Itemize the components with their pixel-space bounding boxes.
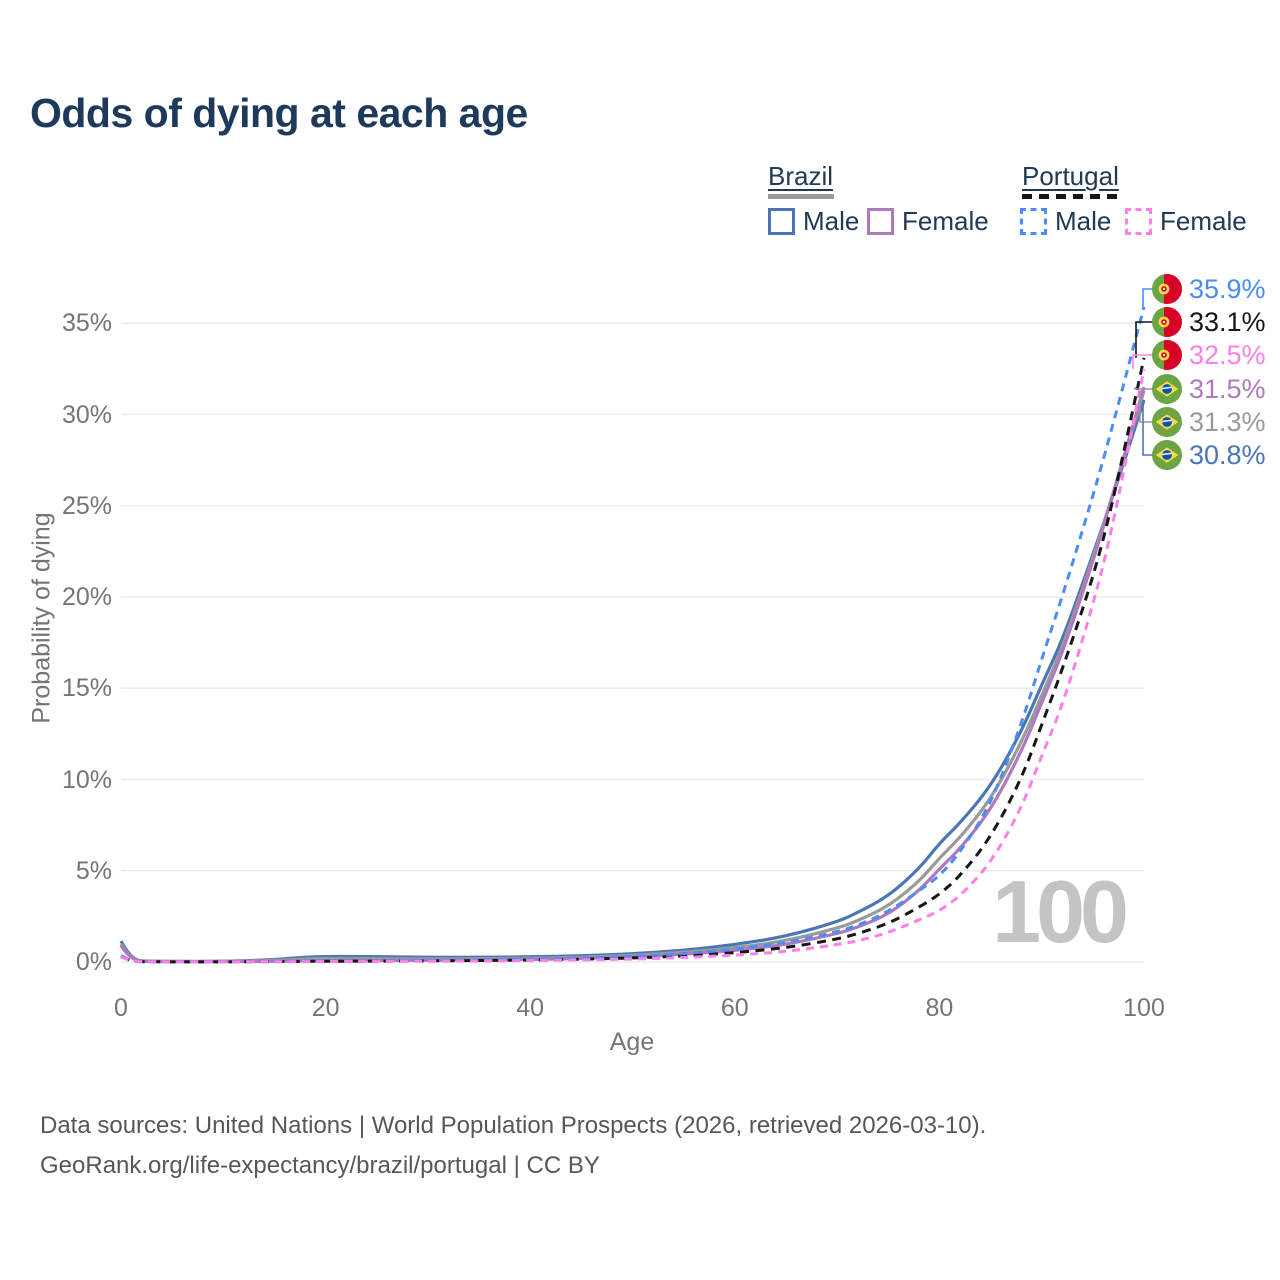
- end-label-portugal-female: 32.5%: [1152, 340, 1266, 370]
- end-label-value: 35.9%: [1189, 274, 1266, 304]
- y-tick-label: 35%: [61, 309, 112, 338]
- footer-sources: Data sources: United Nations | World Pop…: [40, 1112, 987, 1139]
- end-label-value: 31.5%: [1189, 374, 1266, 404]
- x-tick-label: 40: [516, 994, 545, 1022]
- portugal-male-swatch-icon: [1020, 208, 1047, 235]
- y-tick-label: 15%: [61, 674, 112, 703]
- legend-portugal-line-sample: [1022, 194, 1120, 199]
- footer: Data sources: United Nations | World Pop…: [40, 1106, 986, 1186]
- curve-brazil-total[interactable]: [119, 390, 1146, 964]
- end-label-brazil-female: 31.5%: [1152, 374, 1266, 404]
- y-tick-label: 10%: [61, 765, 112, 794]
- curve-brazil-male[interactable]: [119, 399, 1146, 964]
- y-tick-label: 30%: [61, 400, 112, 429]
- legend-item-label: Male: [1055, 206, 1112, 236]
- portugal-female-swatch-icon: [1125, 208, 1152, 235]
- legend-item-label: Female: [902, 206, 989, 236]
- end-label-value: 33.1%: [1189, 307, 1266, 337]
- end-label-brazil-total: 31.3%: [1152, 407, 1266, 437]
- footer-attribution: GeoRank.org/life-expectancy/brazil/portu…: [40, 1152, 600, 1179]
- portugal-flag-icon: [1152, 274, 1182, 304]
- legend-group-portugal-label[interactable]: Portugal: [1022, 161, 1119, 191]
- end-label-portugal-male: 35.9%: [1152, 274, 1266, 304]
- y-tick-label: 0%: [75, 948, 112, 976]
- page-title: Odds of dying at each age: [30, 90, 528, 136]
- x-tick-label: 60: [720, 994, 749, 1022]
- legend-item-label: Female: [1160, 206, 1247, 236]
- legend-group-brazil-label[interactable]: Brazil: [768, 161, 834, 191]
- portugal-flag-icon: [1152, 340, 1182, 370]
- end-label-portugal-total: 33.1%: [1152, 307, 1266, 337]
- curve-portugal-female[interactable]: [120, 368, 1146, 964]
- curve-brazil-female[interactable]: [119, 386, 1146, 964]
- y-tick-label: 25%: [61, 491, 112, 520]
- brazil-flag-icon: [1152, 374, 1182, 404]
- x-tick-label: 80: [925, 994, 954, 1022]
- legend-brazil-line-sample: [768, 194, 834, 199]
- portugal-flag-icon: [1152, 307, 1182, 337]
- x-axis-title: Age: [609, 1028, 655, 1056]
- brazil-flag-icon: [1152, 440, 1182, 470]
- brazil-male-swatch-icon: [768, 208, 795, 235]
- x-tick-label: 0: [114, 994, 128, 1022]
- legend-item-label: Male: [803, 206, 860, 236]
- curve-portugal-total[interactable]: [120, 357, 1146, 964]
- curve-portugal-male[interactable]: [120, 306, 1146, 964]
- legend-item-brazil-male[interactable]: Male: [768, 208, 859, 235]
- brazil-female-swatch-icon: [867, 208, 894, 235]
- end-label-value: 32.5%: [1189, 340, 1266, 370]
- legend-item-portugal-male[interactable]: Male: [1020, 208, 1111, 235]
- end-label-value: 31.3%: [1189, 407, 1266, 437]
- y-tick-label: 5%: [75, 856, 112, 885]
- brazil-flag-icon: [1152, 407, 1182, 437]
- y-tick-label: 20%: [61, 583, 112, 611]
- legend-item-portugal-female[interactable]: Female: [1125, 208, 1247, 235]
- end-label-value: 30.8%: [1189, 440, 1266, 470]
- x-tick-label: 20: [311, 994, 340, 1022]
- x-tick-label: 100: [1123, 994, 1165, 1022]
- end-label-brazil-male: 30.8%: [1152, 440, 1266, 470]
- legend-item-brazil-female[interactable]: Female: [867, 208, 989, 235]
- age-watermark: 100: [992, 862, 1129, 961]
